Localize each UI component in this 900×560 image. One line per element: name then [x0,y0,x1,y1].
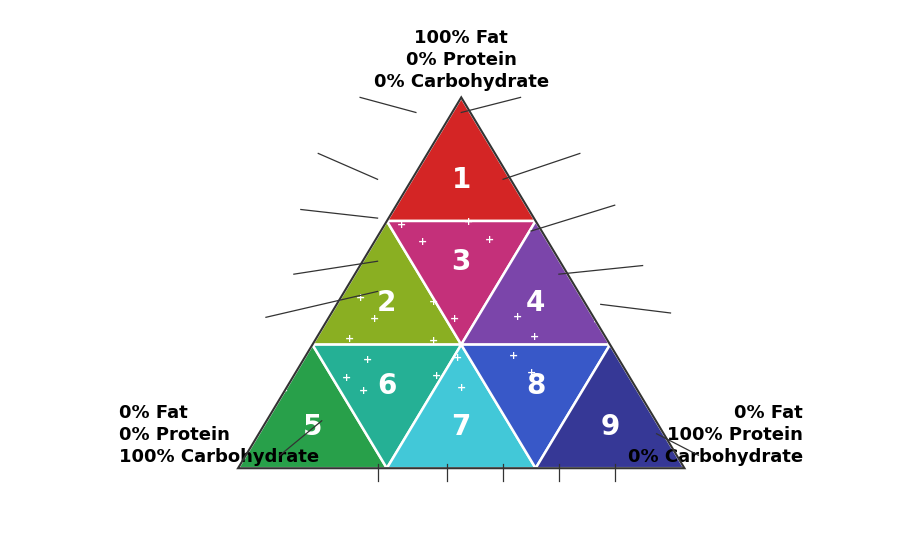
Text: +: + [268,368,277,379]
Text: +: + [572,237,581,247]
Text: 1: 1 [452,166,471,194]
Polygon shape [536,344,684,468]
Text: +: + [526,368,536,379]
Text: +: + [397,220,407,230]
Polygon shape [387,221,536,344]
Text: +: + [512,312,522,323]
Text: +: + [508,351,518,361]
Text: 8: 8 [526,372,545,400]
Text: 6: 6 [377,372,397,400]
Text: +: + [453,353,463,363]
Text: 7: 7 [452,413,471,441]
Text: +: + [450,315,459,324]
Text: 2: 2 [377,290,397,318]
Text: 100% Fat
0% Protein
0% Carbohydrate: 100% Fat 0% Protein 0% Carbohydrate [374,29,549,91]
Text: +: + [554,220,563,230]
Text: +: + [345,334,355,344]
Polygon shape [461,221,610,344]
Text: 4: 4 [526,290,545,318]
Text: +: + [592,316,602,326]
Polygon shape [312,344,461,468]
Text: +: + [356,293,364,303]
Text: +: + [279,329,288,339]
Text: +: + [464,217,472,227]
Text: +: + [432,371,442,380]
Polygon shape [461,344,610,468]
Text: +: + [484,235,494,245]
Polygon shape [312,221,461,344]
Text: +: + [303,310,312,320]
Text: 5: 5 [302,413,322,441]
Polygon shape [238,344,387,468]
Text: 3: 3 [452,248,471,276]
Text: +: + [428,297,438,307]
Text: +: + [279,386,288,395]
Text: 0% Fat
0% Protein
100% Carbohydrate: 0% Fat 0% Protein 100% Carbohydrate [120,404,320,466]
Text: +: + [359,386,368,395]
Text: +: + [418,237,427,247]
Text: +: + [607,338,616,348]
Text: +: + [530,332,539,342]
Text: +: + [428,336,438,346]
Text: +: + [456,384,466,394]
Text: 0% Fat
100% Protein
0% Carbohydrate: 0% Fat 100% Protein 0% Carbohydrate [628,404,803,466]
Text: +: + [369,315,379,324]
Polygon shape [387,97,536,221]
Text: +: + [363,356,372,366]
Polygon shape [387,344,536,468]
Text: +: + [292,351,302,361]
Text: 9: 9 [600,413,620,441]
Text: +: + [341,372,351,382]
